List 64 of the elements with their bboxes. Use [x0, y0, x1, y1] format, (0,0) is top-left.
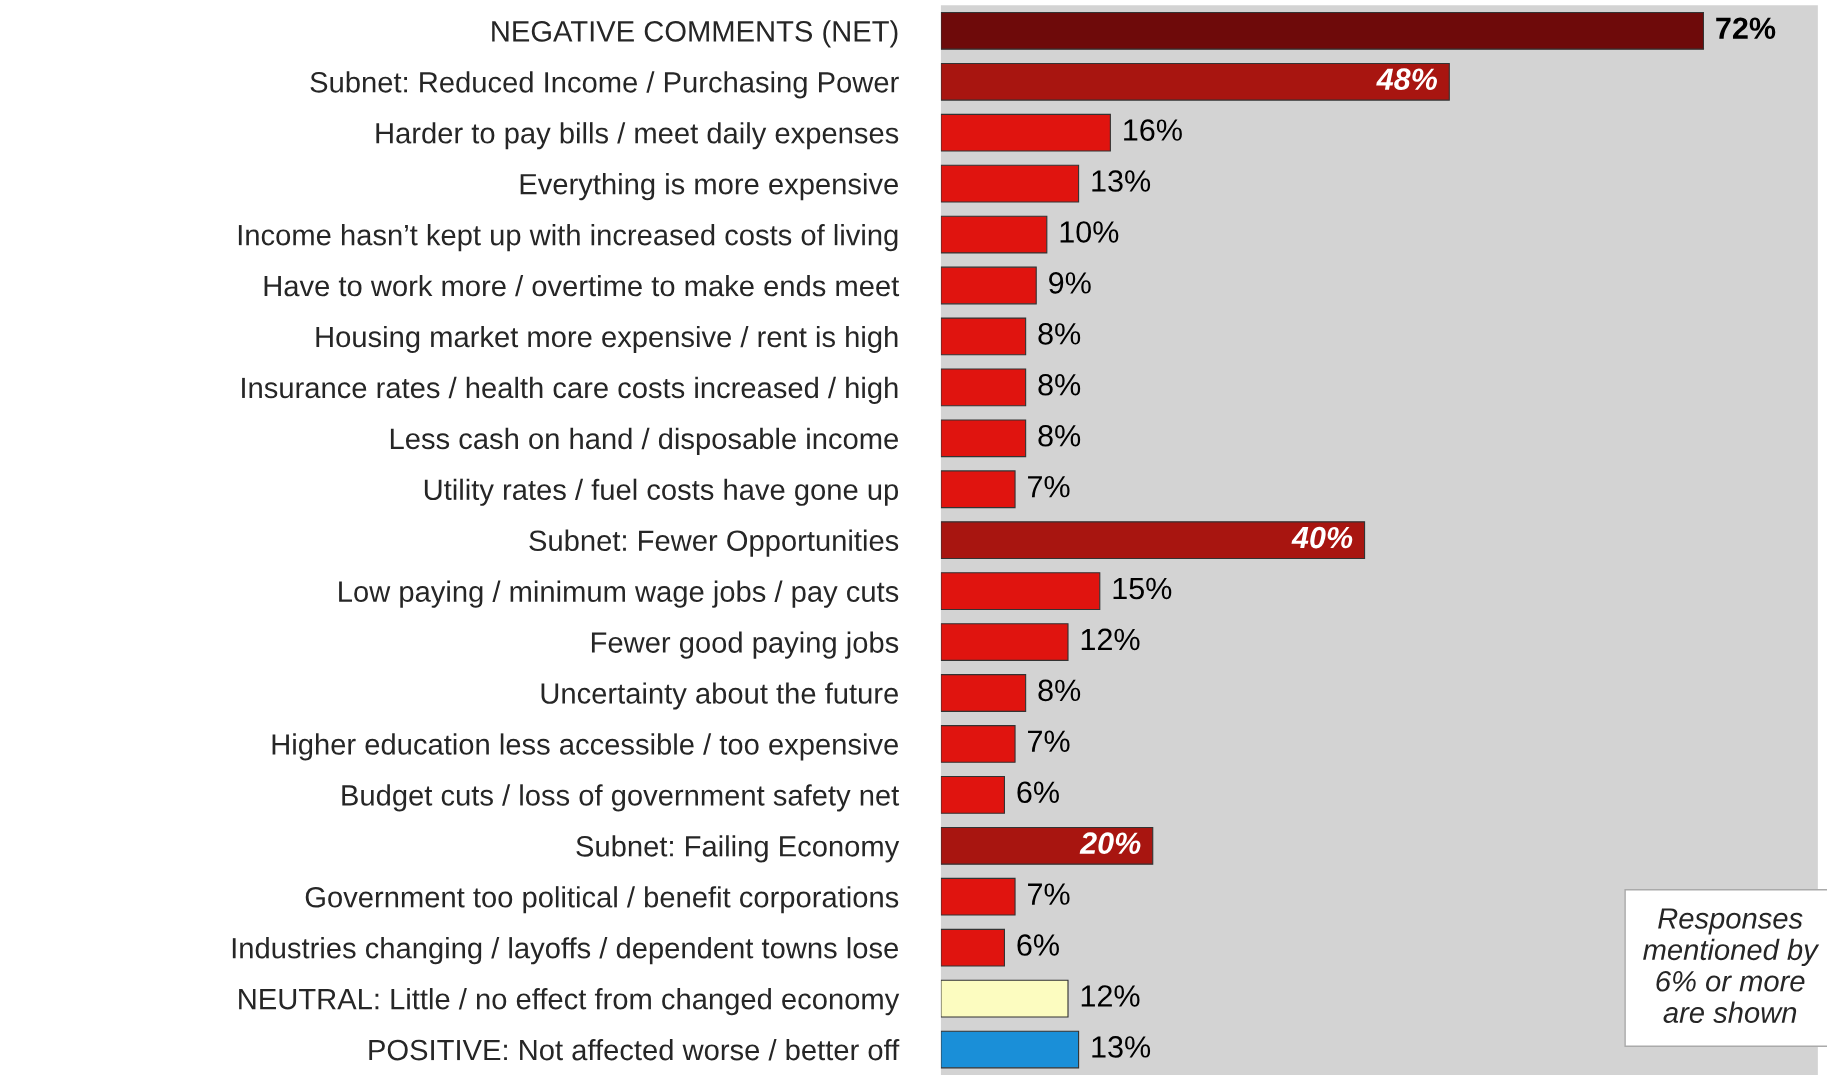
- y-tick-label: Low paying / minimum wage jobs / pay cuts: [339, 580, 899, 608]
- y-tick-label: Less cash on hand / disposable income: [390, 427, 898, 455]
- data-label: 12%: [1081, 985, 1140, 1007]
- bar: [940, 215, 1048, 254]
- data-label: 40%: [1291, 526, 1353, 549]
- annotation: Responses mentioned by 6% or more are shown: [1643, 908, 1820, 1023]
- y-tick-label: Higher education less accessible / too expensive: [272, 733, 898, 761]
- y-tick-label: Harder to pay bills / meet daily expenses: [376, 122, 899, 150]
- bar: [940, 470, 1016, 509]
- data-label: 13%: [1092, 170, 1151, 192]
- data-label: 20%: [1079, 832, 1141, 854]
- bar: [940, 572, 1101, 611]
- y-tick-label: Subnet: Fewer Opportunities: [529, 529, 899, 557]
- y-tick-label: Have to work more / overtime to make ends meet: [264, 274, 900, 297]
- y-tick-label: Insurance rates / health care costs increased / high: [242, 376, 898, 404]
- bar: [940, 725, 1016, 763]
- y-tick-label: Utility rates / fuel costs have gone up: [424, 478, 899, 506]
- y-tick-label: Government too political / benefit corporations: [305, 886, 899, 914]
- data-label: 8%: [1038, 323, 1081, 345]
- bar: [940, 979, 1069, 1018]
- y-tick-label: Industries changing / layoffs / dependent towns lose: [232, 937, 898, 965]
- data-label: 8%: [1038, 424, 1081, 447]
- y-tick-label: NEGATIVE COMMENTS (NET): [492, 20, 898, 48]
- bar: [940, 826, 1154, 865]
- bar: [940, 419, 1027, 458]
- bar: [940, 11, 1705, 50]
- data-label: 9%: [1049, 272, 1091, 294]
- data-label: 16%: [1124, 119, 1182, 141]
- y-tick-label: Fewer good paying jobs: [591, 631, 899, 659]
- data-label: 10%: [1060, 221, 1119, 243]
- y-tick-label: Budget cuts / loss of government safety net: [342, 784, 900, 812]
- data-label: 7%: [1028, 730, 1070, 753]
- bar: [940, 775, 1006, 814]
- bar: [940, 928, 1006, 967]
- bar: [940, 1030, 1080, 1069]
- data-label: 8%: [1038, 373, 1081, 396]
- data-label: 72%: [1716, 17, 1776, 39]
- bar: [940, 674, 1027, 712]
- data-label: 6%: [1017, 934, 1059, 956]
- y-tick-label: Housing market more expensive / rent is high: [316, 325, 898, 354]
- data-label: 7%: [1028, 883, 1070, 905]
- y-tick-label: Everything is more expensive: [520, 173, 898, 201]
- bar: [940, 317, 1027, 356]
- bar: [940, 623, 1069, 661]
- y-tick-label: Uncertainty about the future: [541, 682, 898, 710]
- y-tick-label: POSITIVE: Not affected worse / better off: [369, 1038, 900, 1061]
- data-label: 7%: [1028, 475, 1070, 498]
- data-label: 8%: [1038, 679, 1081, 702]
- data-label: 13%: [1092, 1036, 1151, 1058]
- bar: [940, 164, 1080, 203]
- y-tick-label: Income hasn’t kept up with increased costs of living: [238, 224, 898, 252]
- data-label: 12%: [1081, 628, 1140, 651]
- y-tick-label: NEUTRAL: Little / no effect from changed economy: [239, 988, 900, 1016]
- bar: [940, 266, 1037, 305]
- bar: [940, 368, 1027, 407]
- bar: [940, 113, 1111, 152]
- data-label: 15%: [1113, 577, 1172, 600]
- bar: [940, 877, 1016, 916]
- y-tick-label: Subnet: Reduced Income / Purchasing Power: [310, 71, 899, 99]
- bar: [940, 521, 1366, 560]
- data-label: 6%: [1017, 781, 1059, 804]
- y-tick-label: Subnet: Failing Economy: [576, 835, 900, 863]
- data-label: 48%: [1376, 68, 1437, 90]
- bar: [940, 62, 1450, 101]
